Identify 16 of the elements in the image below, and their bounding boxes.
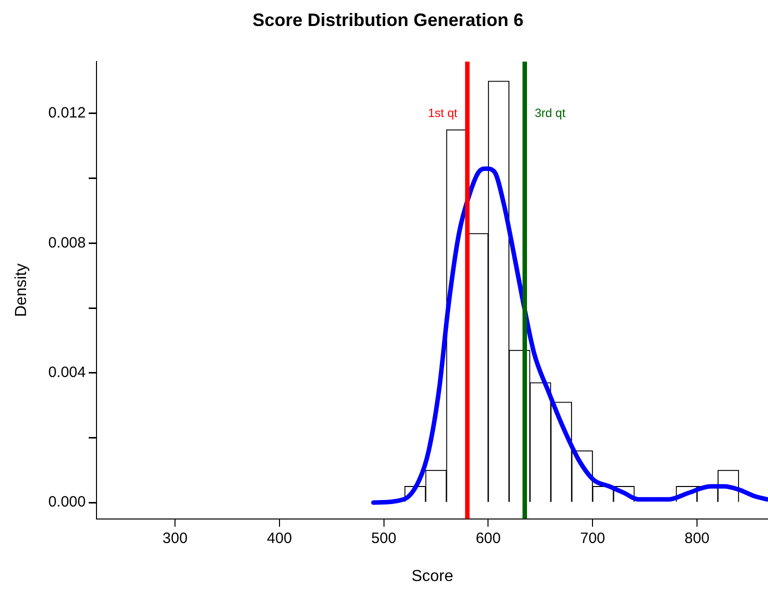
x-tick-label: 500 <box>371 530 396 547</box>
x-tick-label: 800 <box>684 530 710 547</box>
chart-title: Score Distribution Generation 6 <box>252 10 524 30</box>
y-tick-label: 0.000 <box>48 494 86 511</box>
x-tick-label: 400 <box>266 530 292 547</box>
x-tick-label: 600 <box>476 530 501 547</box>
y-tick-label: 0.008 <box>48 234 86 252</box>
y-tick-label: 0.012 <box>48 104 86 122</box>
y-tick-label: 0.004 <box>48 364 86 382</box>
x-axis-title: Score <box>411 568 454 585</box>
x-tick-label: 700 <box>580 530 606 547</box>
line-series <box>371 166 768 505</box>
ref-line-label: 1st qt <box>428 106 458 120</box>
y-axis-title: Density <box>13 264 30 317</box>
x-tick-label: 300 <box>162 530 188 547</box>
ref-line-label: 3rd qt <box>534 106 566 120</box>
